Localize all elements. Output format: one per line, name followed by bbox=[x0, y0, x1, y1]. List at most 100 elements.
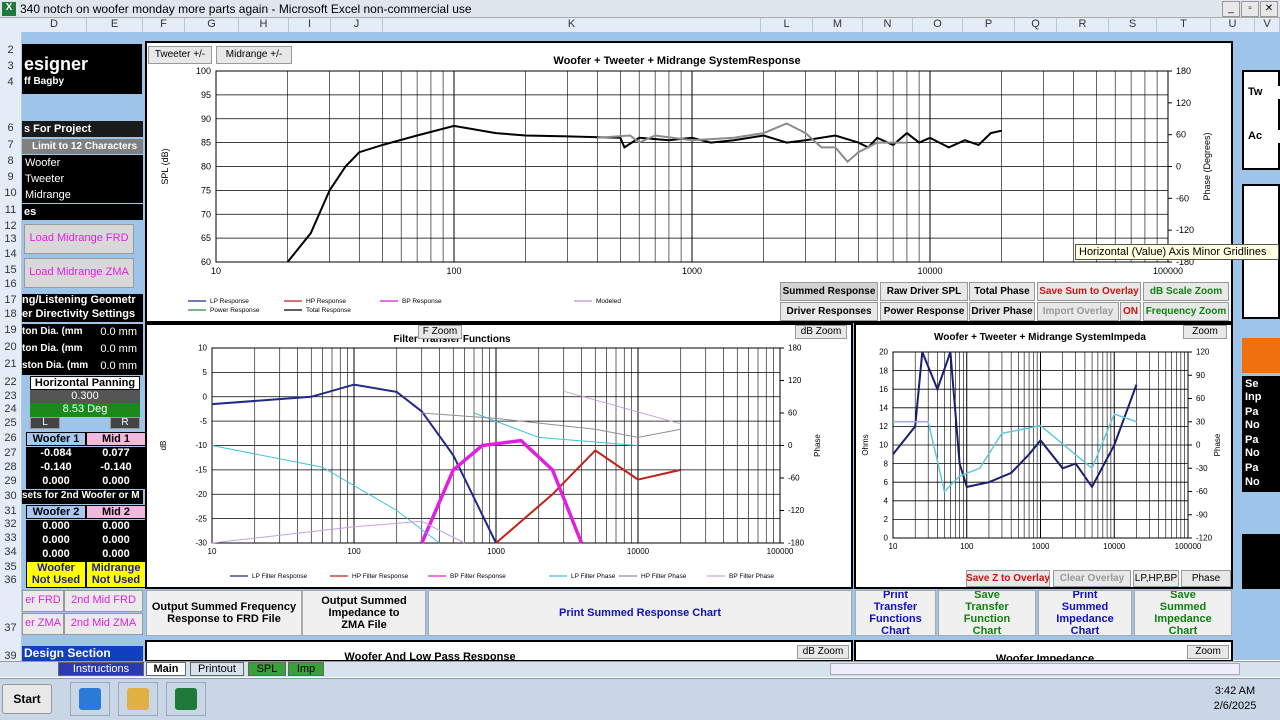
row-header[interactable]: 12 bbox=[0, 220, 22, 233]
column-header[interactable]: G bbox=[185, 18, 239, 32]
driver-file-button[interactable]: 2nd Mid ZMA bbox=[64, 613, 143, 635]
row-header[interactable]: 17 bbox=[0, 294, 22, 307]
row-header[interactable]: 21 bbox=[0, 358, 22, 371]
offset-value[interactable]: 0.077 bbox=[86, 447, 146, 461]
row-header[interactable]: 22 bbox=[0, 376, 22, 389]
start-button[interactable]: Start bbox=[2, 684, 52, 714]
db-zoom-button[interactable]: dB Zoom bbox=[795, 325, 847, 339]
row-header[interactable]: 24 bbox=[0, 403, 22, 416]
row-header[interactable]: 26 bbox=[0, 432, 22, 445]
sheet-tab[interactable]: SPL bbox=[248, 662, 286, 676]
response-view-button[interactable]: Total Phase bbox=[969, 282, 1035, 301]
row-header[interactable]: 31 bbox=[0, 505, 22, 518]
chart-toggle-button[interactable]: Midrange +/- bbox=[216, 46, 292, 64]
panning-value[interactable]: 0.300 bbox=[30, 390, 140, 404]
offset-value[interactable]: -0.084 bbox=[26, 447, 86, 461]
window-control[interactable]: _ bbox=[1222, 1, 1240, 17]
column-header[interactable]: Q bbox=[1015, 18, 1057, 32]
piston-value[interactable]: 0.0 mm bbox=[88, 341, 143, 358]
sheet-tab[interactable]: Imp bbox=[288, 662, 324, 676]
zoom-button[interactable]: Zoom bbox=[1187, 645, 1229, 659]
row-header[interactable]: 10 bbox=[0, 187, 22, 200]
response-view-button[interactable]: dB Scale Zoom bbox=[1143, 282, 1229, 301]
zoom-button[interactable]: Zoom bbox=[1183, 325, 1227, 339]
column-header[interactable]: I bbox=[289, 18, 331, 32]
row-header[interactable]: 15 bbox=[0, 264, 22, 277]
row-header[interactable]: 8 bbox=[0, 155, 22, 168]
row-header[interactable]: 2 bbox=[0, 44, 22, 57]
offset-value[interactable]: 0.000 bbox=[86, 534, 146, 548]
column-header[interactable]: K bbox=[383, 18, 761, 32]
load-frd-button[interactable]: Load Midrange FRD bbox=[24, 224, 134, 254]
column-header[interactable]: F bbox=[143, 18, 185, 32]
output-button[interactable]: Output Summed Frequency Response to FRD … bbox=[146, 590, 302, 636]
column-header[interactable]: N bbox=[863, 18, 913, 32]
column-header[interactable]: H bbox=[239, 18, 289, 32]
row-header[interactable]: 6 bbox=[0, 122, 22, 135]
row-header[interactable]: 23 bbox=[0, 390, 22, 403]
offset-value[interactable]: 0.000 bbox=[26, 548, 86, 562]
db-zoom-button[interactable]: dB Zoom bbox=[797, 645, 849, 659]
window-control[interactable]: ✕ bbox=[1260, 1, 1278, 17]
row-header[interactable]: 3 bbox=[0, 60, 22, 73]
offset-value[interactable]: -0.140 bbox=[86, 461, 146, 475]
row-header[interactable]: 18 bbox=[0, 308, 22, 321]
taskbar-app[interactable] bbox=[166, 682, 206, 716]
column-header[interactable]: L bbox=[761, 18, 813, 32]
output-button[interactable]: Print Summed Response Chart bbox=[428, 590, 852, 636]
output-button[interactable]: Print Summed Impedance Chart bbox=[1038, 590, 1132, 636]
driver-name[interactable]: Midrange bbox=[22, 187, 143, 203]
response-view-button[interactable]: ON bbox=[1120, 302, 1141, 321]
impedance-button[interactable]: Phase bbox=[1181, 570, 1231, 587]
row-header[interactable]: 9 bbox=[0, 171, 22, 184]
left-button[interactable]: L bbox=[30, 417, 60, 429]
impedance-button[interactable]: Save Z to Overlay bbox=[966, 570, 1050, 587]
taskbar-app[interactable] bbox=[118, 682, 158, 716]
row-header[interactable]: 34 bbox=[0, 546, 22, 559]
output-button[interactable]: Print Transfer Functions Chart bbox=[855, 590, 936, 636]
response-view-button[interactable]: Driver Phase bbox=[969, 302, 1035, 321]
column-header[interactable]: E bbox=[87, 18, 143, 32]
column-header[interactable]: J bbox=[331, 18, 383, 32]
response-view-button[interactable]: Frequency Zoom bbox=[1143, 302, 1229, 321]
horizontal-scrollbar[interactable] bbox=[830, 663, 1240, 675]
row-header[interactable]: 7 bbox=[0, 139, 22, 152]
row-header[interactable]: 4 bbox=[0, 76, 22, 89]
sheet-tab[interactable]: Main bbox=[146, 662, 186, 676]
response-view-button[interactable]: Import Overlay bbox=[1037, 302, 1119, 321]
row-header[interactable]: 11 bbox=[0, 204, 22, 217]
driver-file-button[interactable]: er FRD bbox=[22, 590, 64, 612]
f-zoom-button[interactable]: F Zoom bbox=[418, 325, 462, 339]
response-view-button[interactable]: Summed Response bbox=[780, 282, 878, 301]
row-header[interactable]: 25 bbox=[0, 417, 22, 430]
column-header[interactable]: T bbox=[1157, 18, 1211, 32]
offset-value[interactable]: 0.000 bbox=[86, 520, 146, 534]
output-button[interactable]: Save Summed Impedance Chart bbox=[1134, 590, 1232, 636]
response-view-button[interactable]: Save Sum to Overlay bbox=[1037, 282, 1141, 301]
offset-value[interactable]: -0.140 bbox=[26, 461, 86, 475]
offset-value[interactable]: 0.000 bbox=[26, 475, 86, 489]
row-header[interactable]: 28 bbox=[0, 461, 22, 474]
offset-value[interactable]: 0.000 bbox=[26, 520, 86, 534]
row-header[interactable]: 13 bbox=[0, 233, 22, 246]
row-header[interactable]: 19 bbox=[0, 324, 22, 337]
response-view-button[interactable]: Power Response bbox=[880, 302, 968, 321]
row-header[interactable]: 29 bbox=[0, 475, 22, 488]
driver-name[interactable]: Woofer bbox=[22, 155, 143, 171]
column-header[interactable]: R bbox=[1057, 18, 1109, 32]
piston-value[interactable]: 0.0 mm bbox=[88, 324, 143, 341]
driver-file-button[interactable]: er ZMA bbox=[22, 613, 64, 635]
column-header[interactable]: S bbox=[1109, 18, 1157, 32]
driver-name[interactable]: Tweeter bbox=[22, 171, 143, 187]
row-header[interactable]: 37 bbox=[0, 622, 22, 635]
row-header[interactable]: 39 bbox=[0, 650, 22, 663]
offset-value[interactable]: 0.000 bbox=[86, 475, 146, 489]
right-button[interactable]: R bbox=[110, 417, 140, 429]
impedance-button[interactable]: Clear Overlay bbox=[1053, 570, 1131, 587]
output-button[interactable]: Output Summed Impedance to ZMA File bbox=[302, 590, 426, 636]
output-button[interactable]: Save Transfer Function Chart bbox=[938, 590, 1036, 636]
column-header[interactable]: D bbox=[22, 18, 87, 32]
column-header[interactable]: M bbox=[813, 18, 863, 32]
sheet-tab[interactable]: Instructions bbox=[58, 662, 144, 676]
piston-value[interactable]: 0.0 mm bbox=[88, 358, 143, 375]
